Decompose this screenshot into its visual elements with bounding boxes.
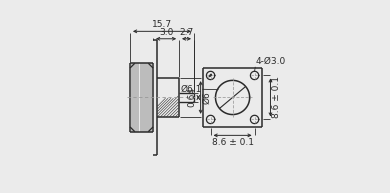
- Text: 0.64: 0.64: [188, 87, 197, 108]
- Text: 2.7: 2.7: [179, 28, 193, 36]
- Text: 15.7: 15.7: [152, 20, 172, 29]
- Text: 3.0: 3.0: [159, 28, 173, 36]
- Text: Ø6.1: Ø6.1: [181, 85, 202, 94]
- Text: 8.6 ± 0.1: 8.6 ± 0.1: [272, 76, 281, 119]
- Text: 4-Ø3.0: 4-Ø3.0: [256, 57, 286, 66]
- Text: 8.6 ± 0.1: 8.6 ± 0.1: [211, 138, 254, 147]
- Text: Ø6: Ø6: [202, 91, 211, 104]
